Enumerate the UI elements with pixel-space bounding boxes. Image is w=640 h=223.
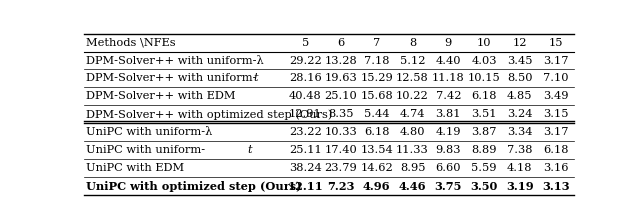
- Text: 5: 5: [301, 38, 309, 47]
- Text: 3.49: 3.49: [543, 91, 568, 101]
- Text: DPM-Solver++ with optimized step (Ours): DPM-Solver++ with optimized step (Ours): [86, 109, 332, 120]
- Text: 12.58: 12.58: [396, 73, 429, 83]
- Text: 8.89: 8.89: [471, 145, 497, 155]
- Text: UniPC with optimized step (Ours): UniPC with optimized step (Ours): [86, 181, 301, 192]
- Text: 7.42: 7.42: [436, 91, 461, 101]
- Text: 3.17: 3.17: [543, 127, 568, 137]
- Text: 4.18: 4.18: [507, 163, 532, 173]
- Text: 12: 12: [513, 38, 527, 47]
- Text: 15: 15: [548, 38, 563, 47]
- Text: 5.44: 5.44: [364, 109, 390, 119]
- Text: 3.50: 3.50: [470, 181, 498, 192]
- Text: 10: 10: [477, 38, 492, 47]
- Text: 4.19: 4.19: [436, 127, 461, 137]
- Text: DPM-Solver++ with uniform-: DPM-Solver++ with uniform-: [86, 73, 257, 83]
- Text: 3.34: 3.34: [507, 127, 532, 137]
- Text: 3.81: 3.81: [436, 109, 461, 119]
- Text: 28.16: 28.16: [289, 73, 321, 83]
- Text: 3.24: 3.24: [507, 109, 532, 119]
- Text: 14.62: 14.62: [360, 163, 393, 173]
- Text: 3.51: 3.51: [471, 109, 497, 119]
- Text: 13.28: 13.28: [324, 56, 357, 66]
- Text: 3.16: 3.16: [543, 163, 568, 173]
- Text: 3.45: 3.45: [507, 56, 532, 66]
- Text: t: t: [253, 73, 259, 83]
- Text: 38.24: 38.24: [289, 163, 321, 173]
- Text: UniPC with EDM: UniPC with EDM: [86, 163, 184, 173]
- Text: 9: 9: [445, 38, 452, 47]
- Text: 15.68: 15.68: [360, 91, 393, 101]
- Text: 3.17: 3.17: [543, 56, 568, 66]
- Text: 4.03: 4.03: [471, 56, 497, 66]
- Text: 6.18: 6.18: [364, 127, 390, 137]
- Text: 8.50: 8.50: [507, 73, 532, 83]
- Text: 11.33: 11.33: [396, 145, 429, 155]
- Text: 25.10: 25.10: [324, 91, 357, 101]
- Text: 5.59: 5.59: [471, 163, 497, 173]
- Text: 6: 6: [337, 38, 344, 47]
- Text: 8.35: 8.35: [328, 109, 354, 119]
- Text: 3.15: 3.15: [543, 109, 568, 119]
- Text: 4.85: 4.85: [507, 91, 532, 101]
- Text: 4.46: 4.46: [399, 181, 426, 192]
- Text: 17.40: 17.40: [324, 145, 357, 155]
- Text: 11.18: 11.18: [432, 73, 465, 83]
- Text: 23.79: 23.79: [324, 163, 357, 173]
- Text: 15.29: 15.29: [360, 73, 393, 83]
- Text: 7.38: 7.38: [507, 145, 532, 155]
- Text: DPM-Solver++ with EDM: DPM-Solver++ with EDM: [86, 91, 236, 101]
- Text: UniPC with uniform-: UniPC with uniform-: [86, 145, 205, 155]
- Text: 4.96: 4.96: [363, 181, 390, 192]
- Text: 3.19: 3.19: [506, 181, 534, 192]
- Text: 8: 8: [409, 38, 416, 47]
- Text: 5.12: 5.12: [400, 56, 426, 66]
- Text: 3.87: 3.87: [471, 127, 497, 137]
- Text: t: t: [248, 145, 252, 155]
- Text: Methods \NFEs: Methods \NFEs: [86, 38, 175, 47]
- Text: 7.10: 7.10: [543, 73, 568, 83]
- Text: 4.80: 4.80: [400, 127, 426, 137]
- Text: 19.63: 19.63: [324, 73, 357, 83]
- Text: 25.11: 25.11: [289, 145, 321, 155]
- Text: 12.11: 12.11: [287, 181, 323, 192]
- Text: 6.18: 6.18: [471, 91, 497, 101]
- Text: 7: 7: [373, 38, 380, 47]
- Text: 40.48: 40.48: [289, 91, 321, 101]
- Text: 6.18: 6.18: [543, 145, 568, 155]
- Text: 12.91: 12.91: [289, 109, 321, 119]
- Text: 4.40: 4.40: [436, 56, 461, 66]
- Text: 3.75: 3.75: [435, 181, 462, 192]
- Text: 8.95: 8.95: [400, 163, 426, 173]
- Text: 7.18: 7.18: [364, 56, 390, 66]
- Text: 13.54: 13.54: [360, 145, 393, 155]
- Text: 10.22: 10.22: [396, 91, 429, 101]
- Text: 10.33: 10.33: [324, 127, 357, 137]
- Text: DPM-Solver++ with uniform-λ: DPM-Solver++ with uniform-λ: [86, 56, 264, 66]
- Text: 29.22: 29.22: [289, 56, 321, 66]
- Text: 6.60: 6.60: [436, 163, 461, 173]
- Text: 3.13: 3.13: [542, 181, 570, 192]
- Text: 7.23: 7.23: [327, 181, 355, 192]
- Text: UniPC with uniform-λ: UniPC with uniform-λ: [86, 127, 212, 137]
- Text: 9.83: 9.83: [436, 145, 461, 155]
- Text: 4.74: 4.74: [400, 109, 426, 119]
- Text: 10.15: 10.15: [468, 73, 500, 83]
- Text: 23.22: 23.22: [289, 127, 321, 137]
